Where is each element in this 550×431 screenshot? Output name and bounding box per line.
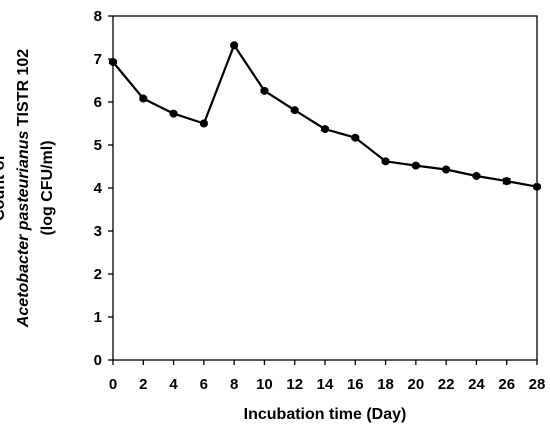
data-point	[351, 133, 360, 142]
y-tick-label: 0	[94, 352, 102, 369]
y-axis-label-line: (log CFU/ml)	[39, 140, 56, 235]
data-point	[321, 125, 329, 134]
y-tick-label: 2	[94, 266, 102, 283]
data-point	[442, 165, 451, 174]
data-point	[169, 109, 178, 118]
x-tick-label: 26	[498, 376, 515, 393]
x-tick-label: 24	[468, 376, 485, 393]
y-axis-label: Count of Acetobacter pasteurianus TISTR 1…	[0, 49, 56, 328]
x-tick-label: 20	[408, 376, 425, 393]
x-tick-label: 18	[377, 376, 394, 393]
data-point	[260, 86, 269, 95]
x-tick-label: 2	[139, 376, 147, 393]
y-axis-label-segment: (log CFU/ml)	[39, 140, 56, 235]
y-axis-label-segment: TISTR 102	[15, 49, 32, 131]
x-tick-label: 28	[529, 376, 546, 393]
y-axis-label-line: Acetobacter pasteurianus TISTR 102	[15, 49, 32, 328]
data-point	[109, 58, 117, 67]
data-point	[502, 177, 511, 186]
data-point	[411, 161, 420, 170]
x-tick-label: 8	[230, 376, 238, 393]
x-tick-label: 6	[200, 376, 208, 393]
x-tick-label: 0	[109, 376, 117, 393]
y-tick-label: 6	[94, 94, 102, 111]
x-tick-label: 14	[317, 376, 334, 393]
plot-frame	[112, 15, 538, 361]
data-point	[533, 182, 541, 191]
y-tick-label: 8	[94, 8, 102, 25]
x-tick-label: 12	[286, 376, 303, 393]
y-tick-label: 3	[94, 223, 102, 240]
y-axis-label-segment: Acetobacter pasteurianus	[15, 131, 32, 329]
data-point	[139, 94, 148, 103]
x-tick-label: 16	[347, 376, 364, 393]
data-point	[230, 41, 239, 50]
x-tick-label: 22	[438, 376, 455, 393]
data-point	[472, 171, 481, 180]
y-tick-label: 5	[94, 137, 102, 154]
x-axis-label: Incubation time (Day)	[244, 406, 407, 423]
y-tick-label: 4	[94, 180, 103, 197]
x-tick-label: 4	[169, 376, 178, 393]
data-point	[290, 106, 299, 115]
y-tick-label: 7	[94, 51, 102, 68]
y-axis-label-line: Count of	[0, 154, 8, 220]
y-tick-label: 1	[94, 309, 102, 326]
x-tick-label: 10	[256, 376, 273, 393]
data-point	[381, 157, 390, 166]
data-point	[199, 119, 208, 128]
y-axis-label-segment: Count of	[0, 154, 8, 220]
